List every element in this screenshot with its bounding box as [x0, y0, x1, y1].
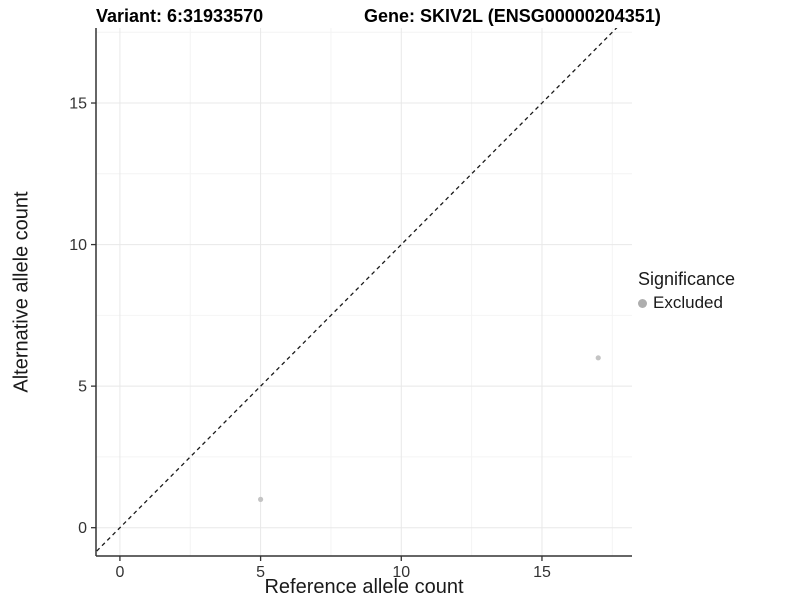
legend-title: Significance — [638, 269, 736, 289]
legend: Significance Excluded — [638, 269, 735, 313]
identity-dashed-line — [96, 28, 618, 553]
x-axis-title: Reference allele count — [264, 576, 464, 598]
x-tick-label: 10 — [392, 564, 410, 581]
legend-item: Excluded — [638, 293, 735, 313]
x-tick-label: 15 — [533, 564, 551, 581]
y-tick-label: 5 — [78, 379, 87, 396]
y-tick-label: 0 — [78, 520, 87, 537]
legend-key-dot-icon — [638, 298, 647, 308]
y-tick-label: 15 — [69, 96, 87, 113]
legend-item-label: Excluded — [653, 293, 723, 312]
x-tick-label: 0 — [115, 564, 124, 581]
legend-items: Excluded — [638, 293, 735, 313]
variant-title: Variant: 6:31933570 — [96, 6, 264, 26]
y-tick-label: 10 — [69, 237, 87, 254]
gene-title: Gene: SKIV2L (ENSG00000204351) — [364, 6, 661, 26]
data-point — [595, 355, 601, 361]
y-axis-title: Alternative allele count — [10, 191, 33, 393]
data-point — [257, 496, 264, 502]
x-tick-label: 5 — [256, 564, 265, 581]
